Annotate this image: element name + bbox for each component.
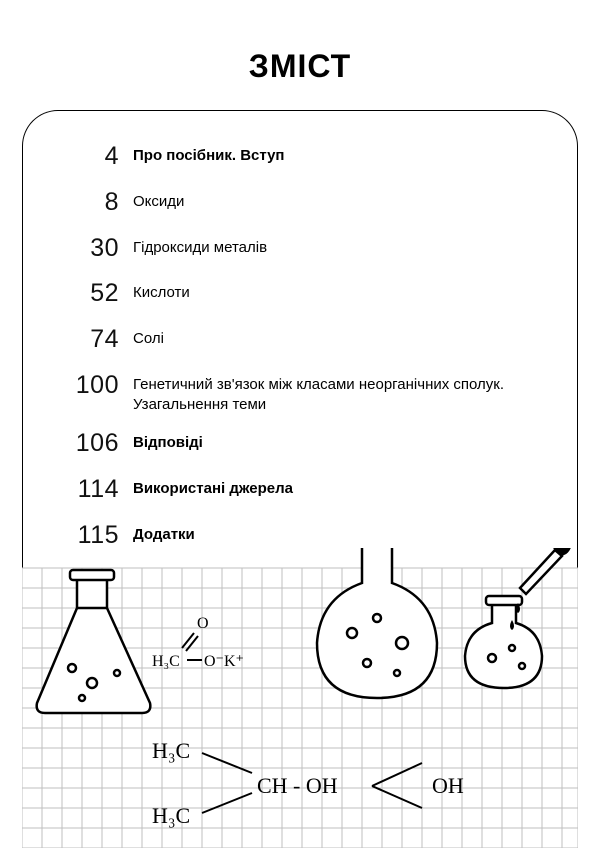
page-title: ЗМІСТ [0,48,600,85]
toc-page-number: 114 [55,473,133,507]
toc-label: Про посібник. Вступ [133,140,285,166]
toc-row: 114Використані джерела [55,473,560,507]
toc-page-number: 106 [55,427,133,461]
toc-row: 52Кислоти [55,277,560,311]
toc-row: 8Оксиди [55,186,560,220]
toc-page-number: 4 [55,140,133,174]
toc-row: 100Генетичний зв'язок між класами неорга… [55,369,560,416]
svg-text:O: O [197,615,209,632]
chemistry-illustration: O H₃C O⁻K⁺ [22,548,578,848]
toc-page-number: 100 [55,369,133,403]
toc-row: 30Гідроксиди металів [55,232,560,266]
toc-label: Генетичний зв'язок між класами неорганіч… [133,369,513,416]
svg-text:CH - OH: CH - OH [257,773,338,798]
toc-row: 106Відповіді [55,427,560,461]
toc-page-number: 74 [55,323,133,357]
toc-label: Гідроксиди металів [133,232,267,258]
toc-row: 4Про посібник. Вступ [55,140,560,174]
svg-text:OH: OH [432,773,464,798]
toc-label: Відповіді [133,427,203,453]
toc-page-number: 52 [55,277,133,311]
toc-page-number: 30 [55,232,133,266]
svg-text:H₃C: H₃C [152,803,190,828]
toc-label: Кислоти [133,277,190,303]
svg-text:O⁻K⁺: O⁻K⁺ [204,653,244,670]
table-of-contents: 4Про посібник. Вступ8Оксиди30Гідроксиди … [55,140,560,565]
toc-label: Солі [133,323,164,349]
svg-text:H₃C: H₃C [152,738,190,763]
toc-label: Оксиди [133,186,184,212]
toc-label: Додатки [133,519,195,545]
toc-row: 74Солі [55,323,560,357]
svg-text:H₃C: H₃C [152,653,180,670]
toc-page-number: 8 [55,186,133,220]
page: ЗМІСТ 4Про посібник. Вступ8Оксиди30Гідро… [0,0,600,856]
toc-label: Використані джерела [133,473,293,499]
